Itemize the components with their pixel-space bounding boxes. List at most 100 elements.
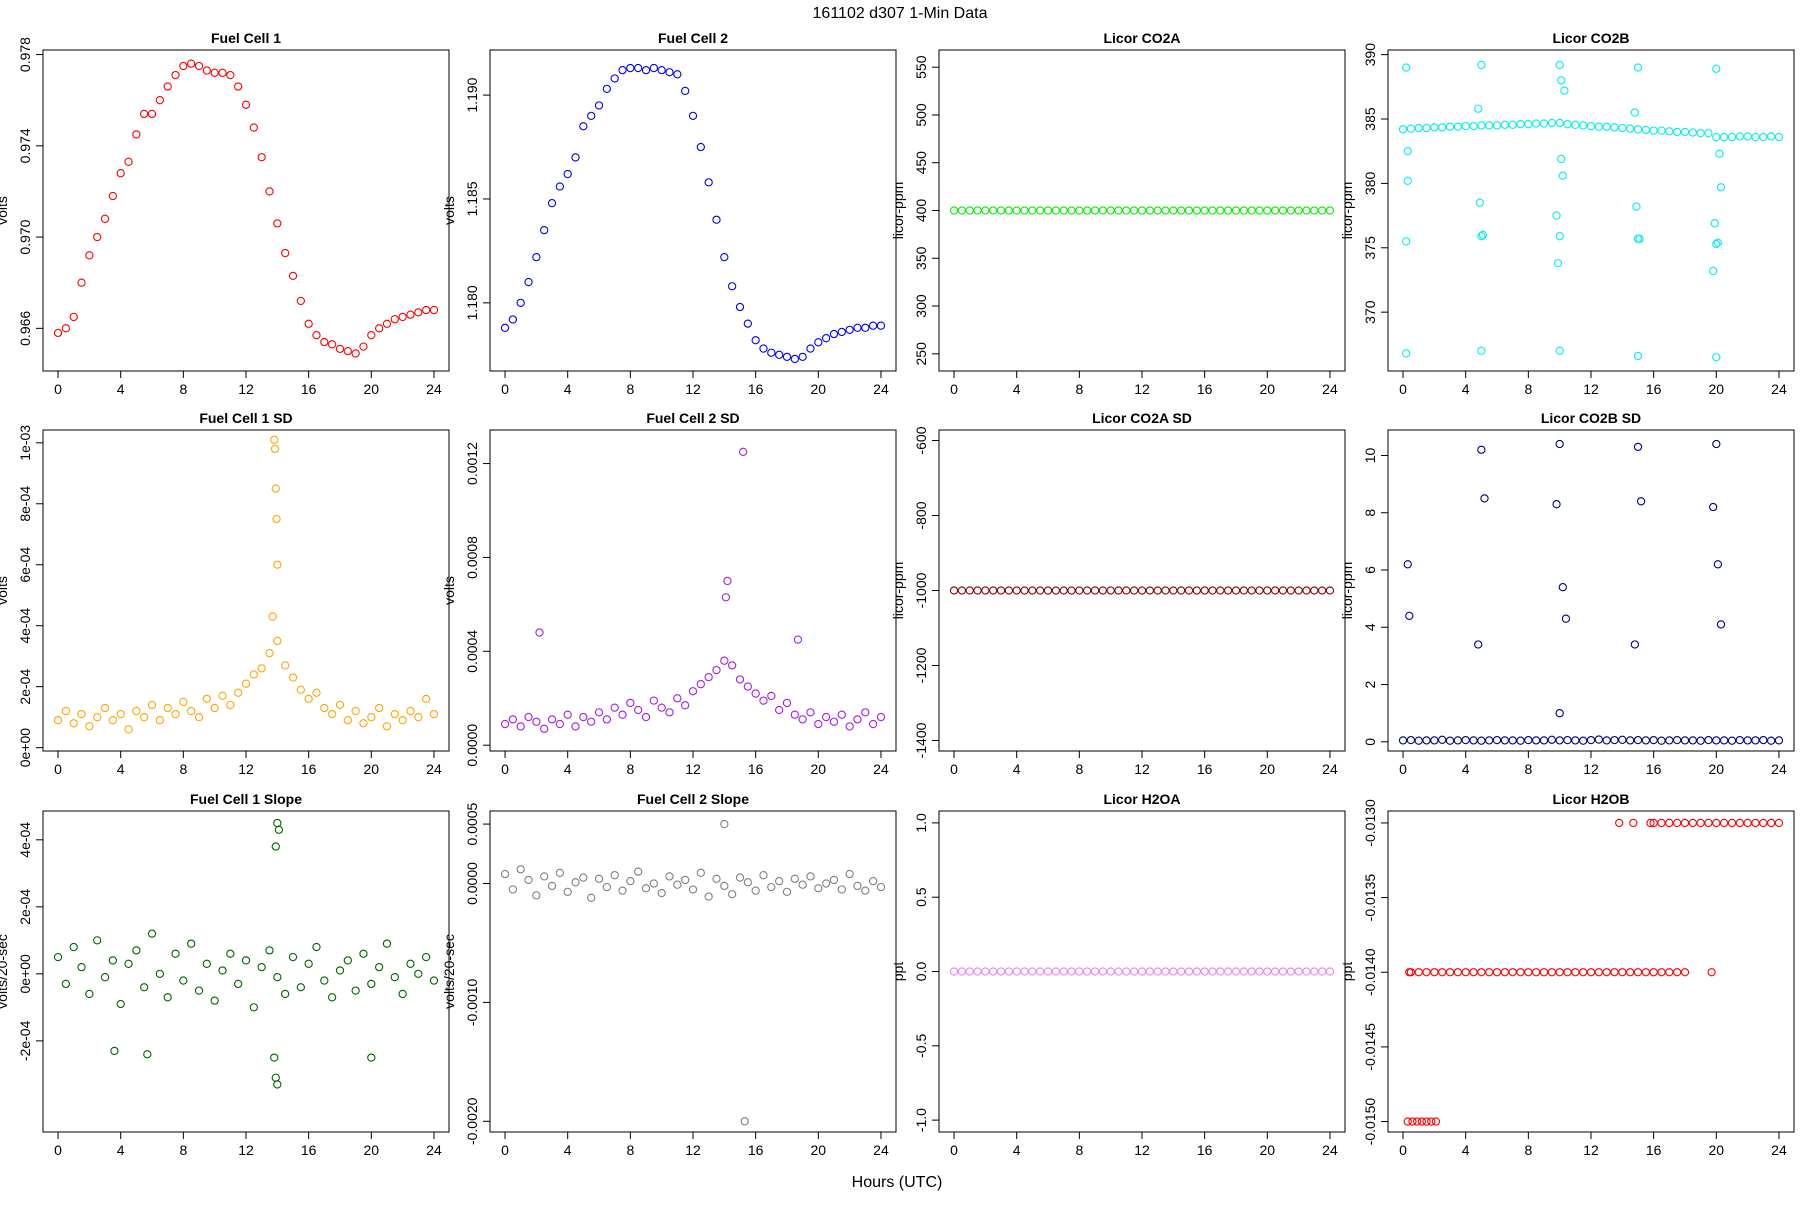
data-point xyxy=(1485,121,1494,130)
plot-frame xyxy=(1387,429,1795,752)
data-point xyxy=(535,628,544,637)
data-point xyxy=(806,872,815,881)
data-point xyxy=(1012,206,1021,215)
data-point xyxy=(343,347,352,356)
data-point xyxy=(226,70,235,80)
x-tick-label: 4 xyxy=(1462,1142,1470,1158)
panel: Licor H2OB ppt 0 4 8 12 16 20 24 -0.0150 -0.0145 -0… xyxy=(1339,791,1795,1158)
x-tick-label: 16 xyxy=(301,1142,317,1158)
data-point xyxy=(406,959,415,968)
panel: Licor H2OA ppt 0 4 8 12 16 20 24 -1.0 -0.5 0.0 0.5 1.… xyxy=(890,791,1346,1158)
data-point xyxy=(1552,500,1561,509)
data-point xyxy=(406,310,415,319)
data-point xyxy=(1223,967,1233,976)
data-point xyxy=(649,879,658,888)
data-point xyxy=(721,593,731,602)
data-point xyxy=(163,82,172,91)
data-point xyxy=(351,986,360,995)
data-point xyxy=(218,691,227,700)
y-tick-label: -0.0130 xyxy=(1362,799,1378,847)
x-tick-label: 12 xyxy=(1583,381,1599,397)
data-point xyxy=(1153,206,1162,215)
data-point xyxy=(957,967,967,976)
data-point xyxy=(1184,586,1194,595)
data-point xyxy=(965,967,974,976)
data-point xyxy=(1712,439,1721,449)
data-point xyxy=(1477,232,1486,241)
plot-frame xyxy=(489,810,897,1133)
data-point xyxy=(1615,818,1624,828)
data-point xyxy=(712,665,721,675)
data-point xyxy=(1557,154,1566,164)
data-point xyxy=(140,109,149,119)
data-point xyxy=(1223,206,1233,215)
data-point xyxy=(421,694,431,704)
data-point xyxy=(1406,124,1416,133)
data-point xyxy=(312,331,321,340)
data-point xyxy=(1727,132,1737,142)
y-tick-label: 4e-04 xyxy=(17,608,33,644)
y-tick-label: 375 xyxy=(1362,236,1378,260)
data-point xyxy=(1231,586,1241,595)
data-point xyxy=(1618,735,1627,744)
panel: Licor CO2A SD licor-ppm 0 4 8 12 16 20 24 -1400 -1… xyxy=(890,410,1346,777)
data-point xyxy=(1130,967,1139,976)
data-point xyxy=(1626,124,1635,133)
data-point xyxy=(271,842,280,851)
data-point xyxy=(738,447,748,456)
data-point xyxy=(1422,1117,1431,1126)
data-point xyxy=(1477,445,1486,454)
data-point xyxy=(973,586,982,595)
data-point xyxy=(767,882,776,892)
y-axis-label: volts xyxy=(0,196,10,225)
y-tick-label: 8 xyxy=(1362,509,1378,517)
panel-title: Fuel Cell 2 SD xyxy=(646,410,739,426)
data-point xyxy=(688,111,698,121)
x-tick-label: 8 xyxy=(1524,761,1532,777)
data-point xyxy=(868,321,878,330)
y-tick-label: -0.0020 xyxy=(464,1097,480,1145)
data-point xyxy=(1192,586,1201,595)
data-point xyxy=(1547,968,1556,977)
data-point xyxy=(398,989,407,999)
data-point xyxy=(508,715,518,724)
x-tick-label: 8 xyxy=(626,761,634,777)
data-point xyxy=(414,308,423,317)
data-point xyxy=(202,959,211,968)
data-point xyxy=(806,344,815,353)
data-point xyxy=(1713,560,1723,569)
data-point xyxy=(1492,968,1502,977)
data-point xyxy=(1461,968,1470,977)
data-point xyxy=(981,206,990,215)
data-point xyxy=(516,865,525,874)
data-point xyxy=(1618,968,1627,977)
data-point xyxy=(981,967,990,976)
data-point xyxy=(1263,967,1272,976)
data-point xyxy=(147,929,157,938)
data-point xyxy=(1122,206,1131,215)
x-tick-label: 8 xyxy=(626,381,634,397)
data-point xyxy=(1438,968,1447,977)
data-point xyxy=(1766,132,1776,141)
x-tick-label: 0 xyxy=(54,761,62,777)
data-point xyxy=(1712,64,1721,73)
data-point xyxy=(320,703,329,713)
data-point xyxy=(288,673,298,682)
data-point xyxy=(594,874,604,883)
data-point xyxy=(1427,1117,1436,1126)
y-tick-label: 2e-04 xyxy=(17,889,33,925)
data-point xyxy=(335,966,345,975)
data-point xyxy=(132,130,141,139)
data-point xyxy=(1680,818,1690,828)
data-point xyxy=(1106,967,1115,976)
y-tick-label: 6e-04 xyxy=(17,547,33,583)
data-point xyxy=(1524,120,1533,129)
data-point xyxy=(1263,586,1272,595)
plot-frame xyxy=(938,810,1346,1133)
data-point xyxy=(1657,968,1666,977)
data-point xyxy=(202,694,211,704)
x-tick-label: 0 xyxy=(501,761,509,777)
y-tick-label: -800 xyxy=(913,501,929,529)
x-tick-label: 24 xyxy=(1771,1142,1787,1158)
